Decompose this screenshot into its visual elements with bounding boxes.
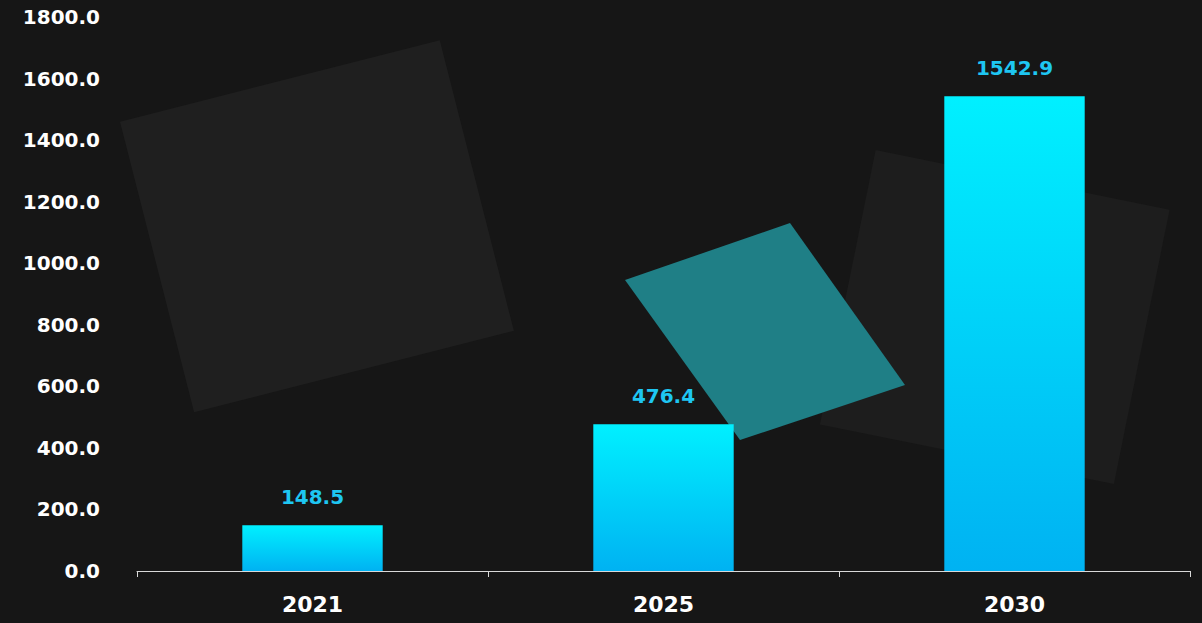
svg-text:2025: 2025: [633, 592, 694, 617]
svg-text:400.0: 400.0: [37, 436, 100, 460]
svg-text:1400.0: 1400.0: [23, 128, 100, 152]
svg-text:800.0: 800.0: [37, 313, 100, 337]
svg-text:600.0: 600.0: [37, 374, 100, 398]
svg-text:1000.0: 1000.0: [23, 251, 100, 275]
svg-text:200.0: 200.0: [37, 497, 100, 521]
svg-text:1542.9: 1542.9: [976, 56, 1053, 80]
svg-text:1800.0: 1800.0: [23, 5, 100, 29]
svg-text:1200.0: 1200.0: [23, 190, 100, 214]
svg-text:2030: 2030: [984, 592, 1045, 617]
svg-text:1600.0: 1600.0: [23, 67, 100, 91]
svg-text:476.4: 476.4: [632, 384, 695, 408]
svg-text:2021: 2021: [282, 592, 343, 617]
svg-text:148.5: 148.5: [281, 485, 344, 509]
svg-text:0.0: 0.0: [65, 559, 100, 583]
